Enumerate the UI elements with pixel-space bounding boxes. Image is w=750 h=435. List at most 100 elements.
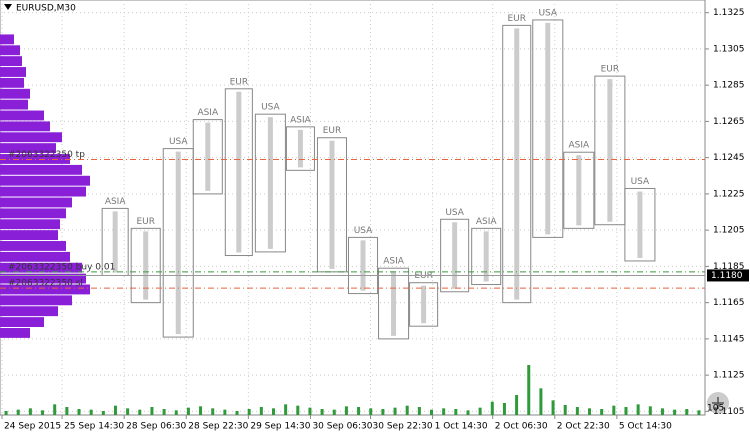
session-box xyxy=(471,227,502,286)
profile-bar xyxy=(0,143,56,154)
profile-bar xyxy=(0,67,26,77)
volume-bar xyxy=(332,409,336,415)
session-label: ASIA xyxy=(290,115,312,125)
current-price-box xyxy=(707,269,749,282)
volume-bar xyxy=(150,407,154,415)
session-box xyxy=(192,119,223,195)
x-tick-label: 29 Sep 14:30 xyxy=(250,422,310,432)
x-tick-label: 1 Oct 14:30 xyxy=(435,422,488,432)
volume-bar xyxy=(490,401,494,415)
x-tick-label: 2 Oct 22:30 xyxy=(557,422,610,432)
y-tick-label: 1.1305 xyxy=(713,44,745,54)
volume-bar xyxy=(162,409,166,415)
volume-bar xyxy=(454,409,458,415)
session-label: USA xyxy=(354,226,373,236)
volume-bar xyxy=(588,408,592,415)
volume-bar xyxy=(320,409,324,415)
session-box xyxy=(594,75,626,226)
volume-bar xyxy=(612,405,616,415)
profile-bar xyxy=(0,34,14,45)
y-tick-label: 1.1145 xyxy=(713,334,745,344)
plot-frame xyxy=(0,0,706,416)
profile-bar xyxy=(0,273,86,284)
x-tick-label: 5 Oct 14:30 xyxy=(619,422,672,432)
profile-bar xyxy=(0,251,70,262)
volume-bar xyxy=(405,405,409,415)
volume-bar xyxy=(430,409,434,415)
session-label: ASIA xyxy=(383,257,405,267)
session-box xyxy=(224,88,253,257)
profile-bar xyxy=(0,45,20,56)
session-label: EUR xyxy=(136,217,155,227)
volume-bar xyxy=(89,409,93,415)
volume-bar xyxy=(648,406,652,415)
y-tick-label: 1.1265 xyxy=(713,117,745,127)
volume-bar xyxy=(393,407,397,415)
volume-bar xyxy=(174,410,178,415)
profile-bar xyxy=(0,197,72,208)
volume-bar xyxy=(247,409,251,415)
volume-bar xyxy=(41,410,45,415)
volume-bar xyxy=(515,395,519,415)
profile-bar xyxy=(0,99,28,110)
volume-bar xyxy=(77,409,81,415)
current-price-label: 1.1180 xyxy=(711,271,743,281)
x-tick-label: 25 Sep 14:30 xyxy=(64,422,124,432)
volume-bar xyxy=(357,407,361,415)
volume-bar xyxy=(660,408,664,415)
session-box xyxy=(285,126,315,171)
volume-bar xyxy=(113,405,117,415)
volume-bar xyxy=(53,404,57,415)
profile-bar xyxy=(0,262,82,273)
x-tick-label: 30 Sep 22:30 xyxy=(373,422,433,432)
profile-bar xyxy=(0,164,82,175)
volume-bar xyxy=(296,405,300,415)
profile-bar xyxy=(0,317,44,328)
volume-bar xyxy=(186,407,190,415)
session-label: USA xyxy=(445,208,464,218)
profile-bar xyxy=(0,241,66,251)
volume-bar xyxy=(16,409,20,415)
profile-bar xyxy=(0,208,66,219)
profile-bar xyxy=(0,284,90,295)
volume-bar xyxy=(223,409,227,415)
x-tick-label: 2 Oct 06:30 xyxy=(495,422,548,432)
y-tick-label: 1.1325 xyxy=(713,8,745,18)
volume-bar xyxy=(199,406,203,415)
volume-bar xyxy=(575,407,579,415)
session-box xyxy=(316,137,347,273)
volume-bar xyxy=(308,407,312,415)
y-tick-label: 1.1105 xyxy=(713,407,745,417)
profile-bar xyxy=(0,328,30,338)
volume-bar xyxy=(101,411,105,415)
session-label: EUR xyxy=(230,77,249,87)
session-box xyxy=(502,24,532,304)
volume-bar xyxy=(369,408,373,415)
session-label: ASIA xyxy=(197,108,219,118)
profile-bar xyxy=(0,219,60,230)
session-box xyxy=(532,19,564,238)
order-label: #2063322350 tp xyxy=(8,150,85,160)
volume-bar xyxy=(442,408,446,415)
volume-bar xyxy=(673,409,677,415)
volume-bar xyxy=(685,409,689,415)
profile-bar xyxy=(0,88,30,99)
title-icon xyxy=(4,4,12,10)
volume-bar xyxy=(563,405,567,415)
volume-bar xyxy=(527,365,531,415)
x-tick-label: 28 Sep 06:30 xyxy=(126,422,186,432)
volume-bar xyxy=(4,411,8,415)
order-label: #2063322350 buy 0.01 xyxy=(8,262,115,272)
profile-bar xyxy=(0,132,62,143)
volume-bar xyxy=(138,409,142,415)
volume-bar xyxy=(28,408,32,415)
volume-bar xyxy=(65,407,69,415)
profile-bar xyxy=(0,175,90,186)
session-box xyxy=(378,267,410,340)
y-tick-label: 1.1205 xyxy=(713,226,745,236)
profile-bar xyxy=(0,295,72,306)
profile-bar xyxy=(0,56,22,67)
session-label: USA xyxy=(538,8,557,18)
session-box xyxy=(440,218,470,293)
session-label: ASIA xyxy=(476,217,498,227)
